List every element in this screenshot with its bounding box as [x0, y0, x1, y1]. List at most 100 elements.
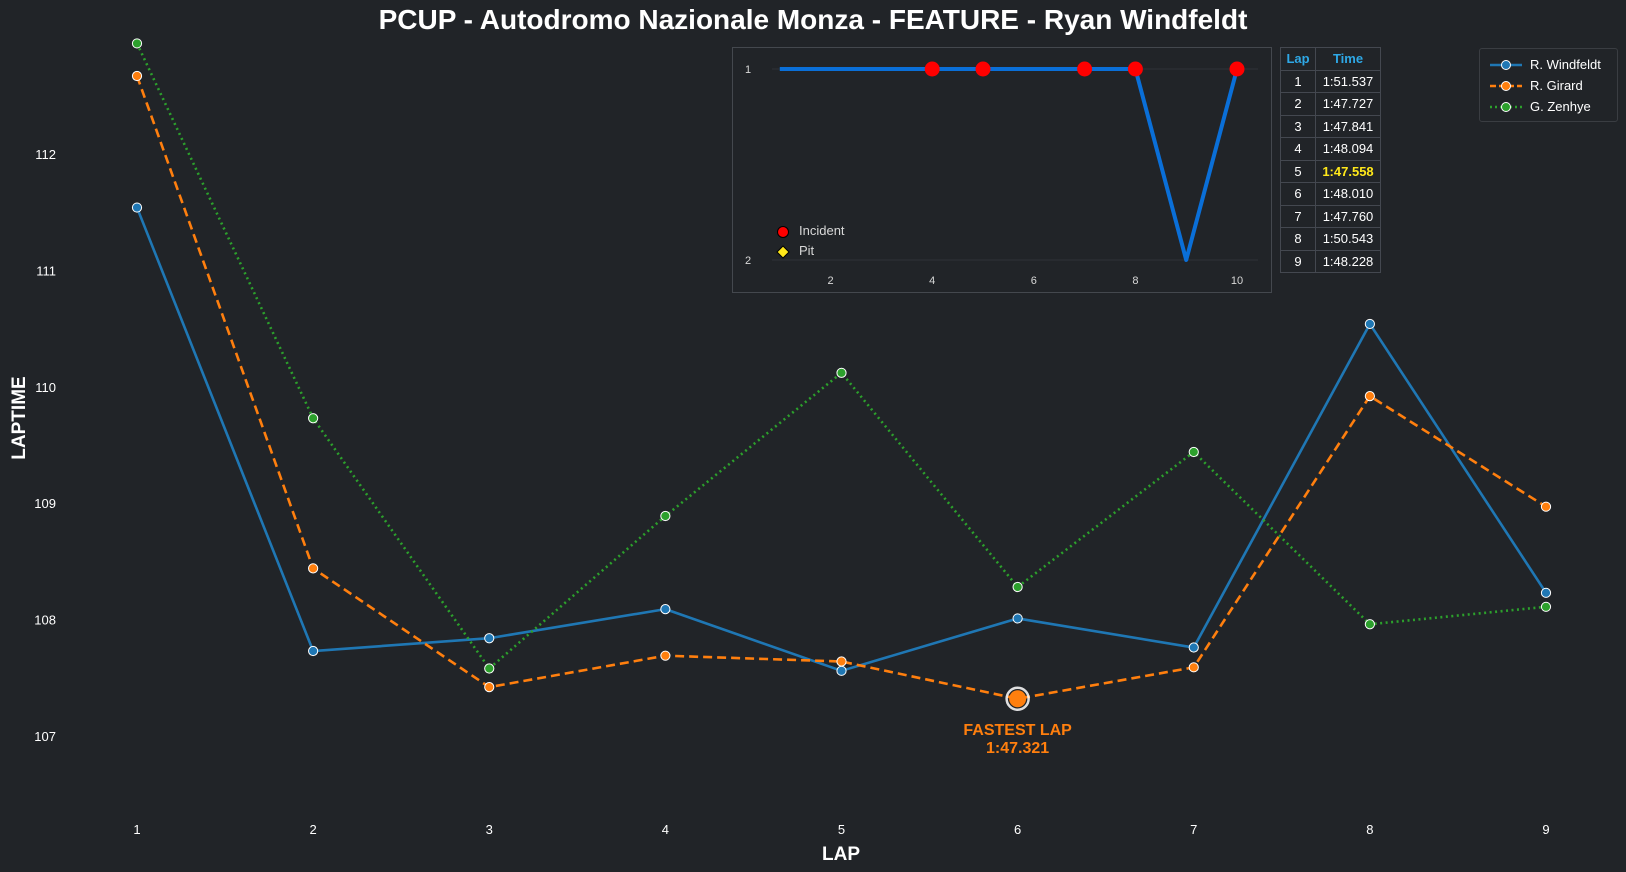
- table-cell-time: 1:47.841: [1315, 114, 1381, 138]
- table-row: 1 1:51.537: [1280, 69, 1381, 93]
- y-tick-label: 108: [34, 613, 56, 628]
- data-point-zenhye: [1012, 581, 1023, 593]
- fastest-lap-marker: [1009, 690, 1027, 708]
- x-tick-label: 9: [1542, 822, 1549, 837]
- y-tick-label: 107: [34, 729, 56, 744]
- data-point-windfeldt: [1540, 587, 1552, 598]
- table-header-time: Time: [1315, 47, 1381, 71]
- table-cell-time: 1:48.010: [1315, 182, 1381, 206]
- table-row: 8 1:50.543: [1280, 227, 1381, 251]
- position-line: [779, 67, 1239, 262]
- data-point-zenhye: [1540, 601, 1552, 612]
- legend-item-zenhye: G. Zenhye: [1480, 97, 1617, 117]
- data-point-windfeldt: [308, 645, 319, 657]
- table-cell-time: 1:47.760: [1315, 204, 1381, 228]
- table-row: 5 1:47.558: [1280, 159, 1381, 183]
- legend-label-girard: R. Girard: [1530, 78, 1583, 93]
- table-cell-time: 1:50.543: [1315, 227, 1381, 251]
- data-point-zenhye: [131, 38, 143, 49]
- x-axis-label: LAP: [822, 844, 860, 865]
- table-cell-time: 1:47.558: [1315, 159, 1381, 183]
- data-point-zenhye: [836, 367, 847, 378]
- incident-marker: [1077, 61, 1093, 77]
- series-line-girard: [135, 75, 1547, 701]
- data-point-girard: [660, 650, 671, 661]
- y-tick-label: 109: [34, 496, 56, 511]
- table-cell-lap: 5: [1280, 159, 1316, 183]
- table-row: 7 1:47.760: [1280, 204, 1381, 228]
- position-inset-frame: [732, 47, 1272, 293]
- data-point-zenhye: [1188, 446, 1199, 458]
- inset-legend: Incident Pit: [775, 222, 895, 262]
- legend-label-zenhye: G. Zenhye: [1530, 99, 1591, 114]
- data-point-girard: [308, 563, 319, 574]
- incident-marker-icon: [777, 226, 789, 238]
- inset-y-tick-label: 2: [745, 255, 751, 267]
- table-cell-lap: 7: [1280, 204, 1316, 228]
- chart-title: PCUP - Autodromo Nazionale Monza - FEATU…: [378, 4, 1248, 35]
- legend-swatch-windfeldt: [1490, 60, 1522, 70]
- inset-legend-item-incident: Incident: [775, 222, 895, 242]
- table-header-row: Lap Time: [1280, 47, 1381, 71]
- data-point-girard: [1364, 391, 1375, 402]
- table-header-lap: Lap: [1280, 47, 1316, 71]
- legend-swatch-zenhye: [1490, 102, 1522, 112]
- fastest-lap-label: FASTEST LAP: [963, 722, 1072, 739]
- y-tick-label: 112: [35, 147, 56, 162]
- table-row: 3 1:47.841: [1280, 114, 1381, 138]
- fastest-lap-time: 1:47.321: [986, 740, 1049, 757]
- data-point-zenhye: [660, 510, 671, 522]
- x-tick-label: 4: [662, 822, 669, 837]
- table-row: 6 1:48.010: [1280, 182, 1381, 206]
- incident-marker: [1229, 61, 1245, 77]
- data-point-windfeldt: [1012, 613, 1023, 624]
- pit-marker-icon: [776, 245, 790, 259]
- data-point-girard: [131, 70, 143, 82]
- legend-item-windfeldt: R. Windfeldt: [1480, 55, 1617, 75]
- table-cell-lap: 4: [1280, 137, 1316, 161]
- lap-time-table: Lap Time 1 1:51.537 2 1:47.727 3 1:47.841 4 1:4…: [1280, 47, 1381, 273]
- data-point-girard: [836, 656, 847, 667]
- table-row: 4 1:48.094: [1280, 137, 1381, 161]
- data-point-girard: [484, 682, 495, 693]
- inset-x-tick-label: 10: [1231, 275, 1243, 287]
- table-cell-lap: 2: [1280, 92, 1316, 116]
- table-cell-time: 1:48.228: [1315, 249, 1381, 273]
- inset-legend-label-pit: Pit: [799, 243, 815, 258]
- incident-marker: [924, 61, 940, 77]
- data-point-windfeldt: [1188, 642, 1199, 653]
- x-tick-label: 6: [1014, 822, 1021, 837]
- incident-marker: [1127, 61, 1143, 77]
- table-cell-time: 1:48.094: [1315, 137, 1381, 161]
- table-row: 2 1:47.727: [1280, 92, 1381, 116]
- legend-label-windfeldt: R. Windfeldt: [1530, 57, 1601, 72]
- inset-x-tick-label: 2: [828, 275, 834, 287]
- x-tick-label: 5: [838, 822, 845, 837]
- data-point-girard: [1188, 662, 1199, 673]
- data-point-girard: [1540, 501, 1552, 512]
- legend-item-girard: R. Girard: [1480, 76, 1617, 96]
- data-point-windfeldt: [1364, 318, 1375, 330]
- chart-legend: R. Windfeldt R. Girard G. Zenhye: [1479, 48, 1618, 122]
- inset-y-tick-label: 1: [745, 64, 751, 76]
- inset-legend-item-pit: Pit: [775, 242, 895, 262]
- table-cell-lap: 6: [1280, 182, 1316, 206]
- series-line-zenhye: [135, 42, 1547, 670]
- inset-x-tick-label: 8: [1132, 275, 1138, 287]
- y-tick-label: 110: [35, 380, 56, 395]
- data-point-windfeldt: [836, 665, 847, 676]
- data-point-windfeldt: [484, 633, 495, 644]
- fastest-lap-ring: [1005, 686, 1030, 712]
- inset-legend-label-incident: Incident: [799, 223, 845, 238]
- table-cell-lap: 9: [1280, 249, 1316, 273]
- data-point-zenhye: [484, 663, 495, 674]
- table-cell-lap: 3: [1280, 114, 1316, 138]
- data-point-windfeldt: [131, 202, 143, 213]
- data-point-zenhye: [308, 413, 319, 424]
- table-cell-time: 1:51.537: [1315, 69, 1381, 93]
- x-tick-label: 2: [310, 822, 317, 837]
- legend-swatch-girard: [1490, 81, 1522, 91]
- table-cell-lap: 1: [1280, 69, 1316, 93]
- y-axis-label: LAPTIME: [9, 376, 30, 459]
- x-tick-label: 3: [486, 822, 493, 837]
